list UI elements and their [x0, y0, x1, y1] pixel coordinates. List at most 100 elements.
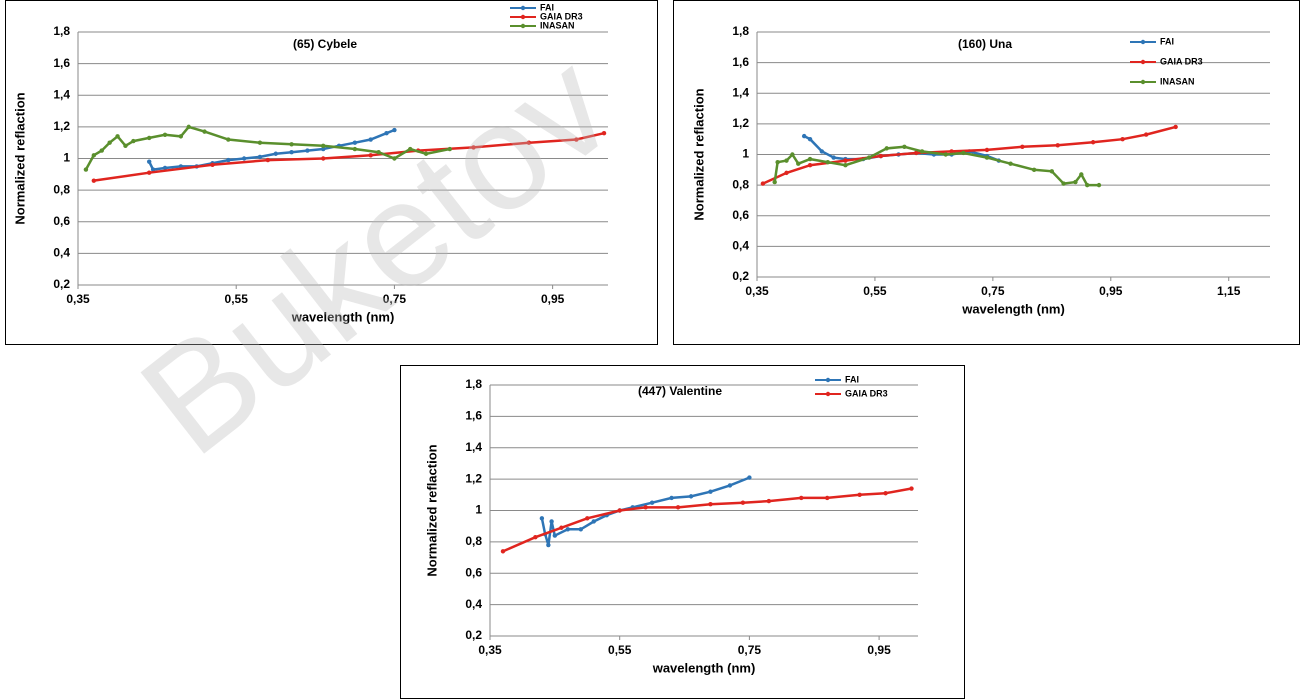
data-point [643, 505, 648, 510]
data-point [943, 152, 948, 157]
data-point [368, 153, 373, 158]
x-tick-label: 0,95 [541, 292, 565, 306]
data-point [376, 149, 381, 155]
data-point [1120, 136, 1125, 142]
data-point [107, 140, 112, 145]
data-point [352, 140, 358, 145]
data-point [1090, 140, 1096, 145]
legend-label: INASAN [540, 20, 575, 30]
data-point [819, 149, 825, 154]
data-point [601, 131, 607, 136]
data-point [273, 151, 278, 156]
data-point [843, 158, 848, 163]
data-point [559, 525, 564, 530]
data-point [241, 156, 247, 161]
data-point [919, 149, 925, 154]
data-point [226, 137, 231, 142]
data-point [146, 135, 152, 141]
data-point [760, 181, 766, 186]
data-point [321, 143, 326, 149]
data-point [574, 137, 579, 142]
data-point [150, 167, 156, 172]
y-tick-label: 1,8 [465, 377, 482, 391]
y-tick-label: 0,8 [53, 182, 70, 196]
data-point [99, 148, 104, 153]
x-axis-label: wavelength (nm) [961, 301, 1065, 316]
data-point [772, 179, 777, 185]
data-point [831, 155, 836, 160]
series-line [84, 125, 451, 171]
y-tick-label: 1,4 [732, 85, 749, 99]
data-point [178, 134, 184, 139]
legend-label: FAI [1160, 36, 1174, 46]
y-tick-label: 1,4 [53, 87, 70, 101]
data-point [305, 148, 310, 153]
y-tick-label: 0,8 [732, 177, 749, 191]
data-point [766, 498, 772, 504]
y-tick-label: 1 [475, 503, 482, 517]
x-axis-label: wavelength (nm) [652, 660, 756, 675]
data-point [539, 516, 545, 521]
y-tick-label: 1 [742, 147, 749, 161]
data-point [775, 159, 780, 165]
y-tick-label: 1,6 [53, 56, 70, 70]
data-point [914, 150, 919, 156]
y-tick-label: 1,8 [732, 24, 749, 38]
y-tick-label: 0,2 [53, 277, 70, 291]
data-point [162, 132, 168, 137]
data-point [708, 502, 713, 507]
y-tick-label: 0,6 [53, 214, 70, 228]
legend-marker [825, 391, 831, 397]
data-point [226, 157, 231, 163]
data-point [146, 159, 152, 164]
legend-label: FAI [540, 2, 554, 12]
series-line [148, 128, 395, 171]
x-tick-label: 0,55 [225, 292, 249, 306]
x-tick-label: 1,15 [1217, 284, 1241, 298]
data-point [727, 483, 733, 488]
data-point [552, 533, 558, 538]
data-point [1085, 182, 1090, 188]
data-point [565, 527, 571, 532]
data-point [1008, 161, 1013, 166]
data-point [578, 527, 583, 532]
series-line [540, 476, 750, 546]
chart-title: (65) Cybele [293, 37, 357, 51]
data-point [1055, 143, 1060, 148]
data-point [352, 146, 358, 152]
data-point [857, 492, 862, 498]
legend-marker [520, 23, 526, 29]
data-point [123, 143, 128, 149]
chart-frame [5, 0, 658, 345]
data-point [740, 500, 746, 505]
data-point [1020, 144, 1025, 150]
y-tick-label: 0,4 [732, 239, 749, 253]
x-tick-label: 0,55 [608, 643, 632, 657]
data-point [257, 154, 263, 160]
data-point [784, 170, 789, 176]
y-tick-label: 0,8 [465, 534, 482, 548]
x-tick-label: 0,75 [738, 643, 762, 657]
data-point [675, 505, 681, 510]
legend-marker [1140, 59, 1146, 65]
data-point [83, 167, 89, 172]
data-point [984, 147, 990, 153]
chart-frame [673, 0, 1300, 345]
y-tick-label: 1,4 [465, 440, 482, 454]
legend-marker [825, 377, 831, 383]
data-point [790, 152, 795, 157]
y-tick-label: 1,2 [465, 471, 482, 485]
y-tick-label: 1,2 [53, 119, 70, 133]
data-point [902, 144, 907, 150]
y-tick-label: 0,2 [732, 269, 749, 283]
legend-label: GAIA DR3 [540, 11, 583, 21]
data-point [649, 500, 655, 505]
data-point [784, 158, 789, 163]
data-point [146, 170, 152, 175]
data-point [1079, 172, 1084, 177]
data-point [909, 486, 914, 491]
data-point [321, 146, 326, 152]
data-point [186, 124, 191, 130]
chart: 0,2 0,4 0,6 0,8 1 1,2 1,4 1,6 1,8 0,35 0,55 0,75 0,9… [691, 24, 1270, 316]
